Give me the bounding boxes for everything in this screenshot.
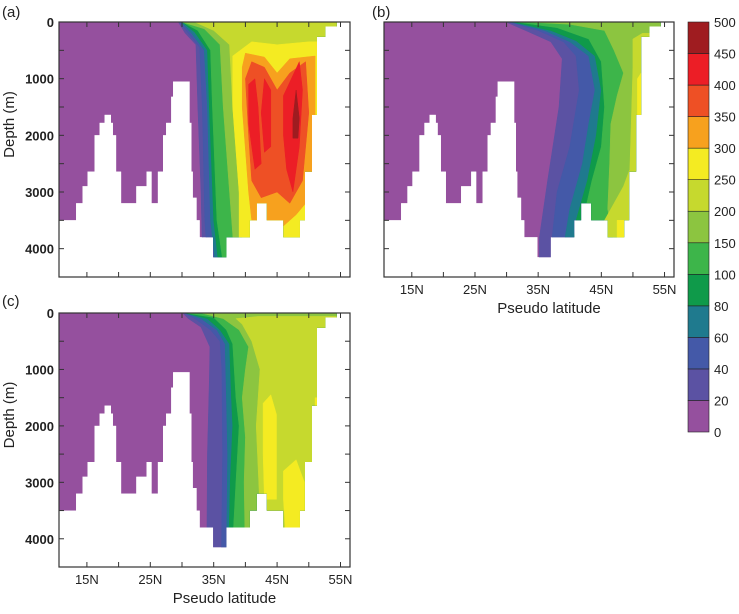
x-tick-label: 55N <box>329 572 353 587</box>
colorbar-swatch-350 <box>687 84 710 117</box>
colorbar-label: 60 <box>714 330 728 345</box>
colorbar-label: 350 <box>714 110 736 125</box>
x-tick-label: 45N <box>265 572 289 587</box>
x-tick-label: 45N <box>589 282 613 297</box>
contour-band-400 <box>260 78 272 153</box>
panel-c: 15N 25N 35N 45N 55N Pseudo latitude 0 1000 2000 3… <box>1 293 353 607</box>
colorbar-label: 300 <box>714 141 736 156</box>
x-tick-label: 55N <box>653 282 677 297</box>
colorbar-label: 80 <box>714 299 728 314</box>
colorbar-label: 40 <box>714 362 728 377</box>
y-tick-label: 4000 <box>25 532 54 547</box>
colorbar: 0 20 40 60 80 100 150 200 250 300 350 400 450 500 <box>687 15 736 440</box>
y-axis-label: Depth (m) <box>1 382 18 449</box>
y-tick-label: 1000 <box>25 362 54 377</box>
x-tick-label: 35N <box>202 572 226 587</box>
colorbar-swatch-450 <box>687 21 710 54</box>
colorbar-swatch-100 <box>687 242 710 275</box>
x-tick-label: 35N <box>526 282 550 297</box>
y-tick-label: 2000 <box>25 419 54 434</box>
contour-band-450 <box>292 89 300 139</box>
colorbar-label: 0 <box>714 425 721 440</box>
x-axis-label: Pseudo latitude <box>173 590 276 607</box>
colorbar-swatch-200 <box>687 179 710 212</box>
contour-band-250 <box>616 220 625 238</box>
colorbar-label: 450 <box>714 47 736 62</box>
x-tick-label: 25N <box>138 572 162 587</box>
y-tick-label: 0 <box>47 15 54 30</box>
colorbar-swatch-80 <box>687 274 710 307</box>
x-tick-label: 15N <box>400 282 424 297</box>
contour-field <box>384 22 661 258</box>
panel-label: (c) <box>2 293 20 310</box>
contour-field <box>59 22 337 258</box>
contour-band-250 <box>314 397 318 406</box>
panel-label: (b) <box>372 4 390 21</box>
colorbar-label: 500 <box>714 15 736 30</box>
x-axis-label: Pseudo latitude <box>497 300 600 317</box>
colorbar-label: 400 <box>714 78 736 93</box>
y-axis-label: Depth (m) <box>1 91 18 158</box>
colorbar-label: 20 <box>714 393 728 408</box>
colorbar-swatch-150 <box>687 210 710 244</box>
colorbar-label: 200 <box>714 204 736 219</box>
x-tick-label: 15N <box>75 572 99 587</box>
colorbar-label: 250 <box>714 173 736 188</box>
y-tick-label: 4000 <box>25 242 54 257</box>
panel-b: 15N 25N 35N 45N 55N Pseudo latitude (b) <box>372 4 677 317</box>
x-tick-label: 25N <box>463 282 487 297</box>
colorbar-swatch-20 <box>687 368 710 401</box>
contour-field <box>59 313 337 548</box>
colorbar-swatch-400 <box>687 53 710 86</box>
colorbar-label: 100 <box>714 267 736 282</box>
colorbar-swatch-250 <box>687 147 710 180</box>
y-tick-label: 3000 <box>25 185 54 200</box>
colorbar-swatch-60 <box>687 305 710 338</box>
axes-frame <box>58 312 351 568</box>
y-tick-label: 3000 <box>25 475 54 490</box>
contour-band-250 <box>262 394 277 500</box>
axes-frame <box>58 21 351 278</box>
y-tick-label: 2000 <box>25 128 54 143</box>
contour-band-250 <box>637 72 642 116</box>
y-tick-label: 1000 <box>25 72 54 87</box>
y-tick-label: 0 <box>47 306 54 321</box>
contour-band-400 <box>248 78 262 170</box>
colorbar-swatch-0 <box>687 400 710 433</box>
panel-a: 0 1000 2000 3000 4000 Depth (m) (a) <box>1 4 351 278</box>
colorbar-swatch-40 <box>687 337 710 370</box>
axes-frame <box>383 21 675 278</box>
colorbar-swatch-300 <box>687 116 710 149</box>
colorbar-label: 150 <box>714 236 736 251</box>
panel-label: (a) <box>2 4 20 21</box>
